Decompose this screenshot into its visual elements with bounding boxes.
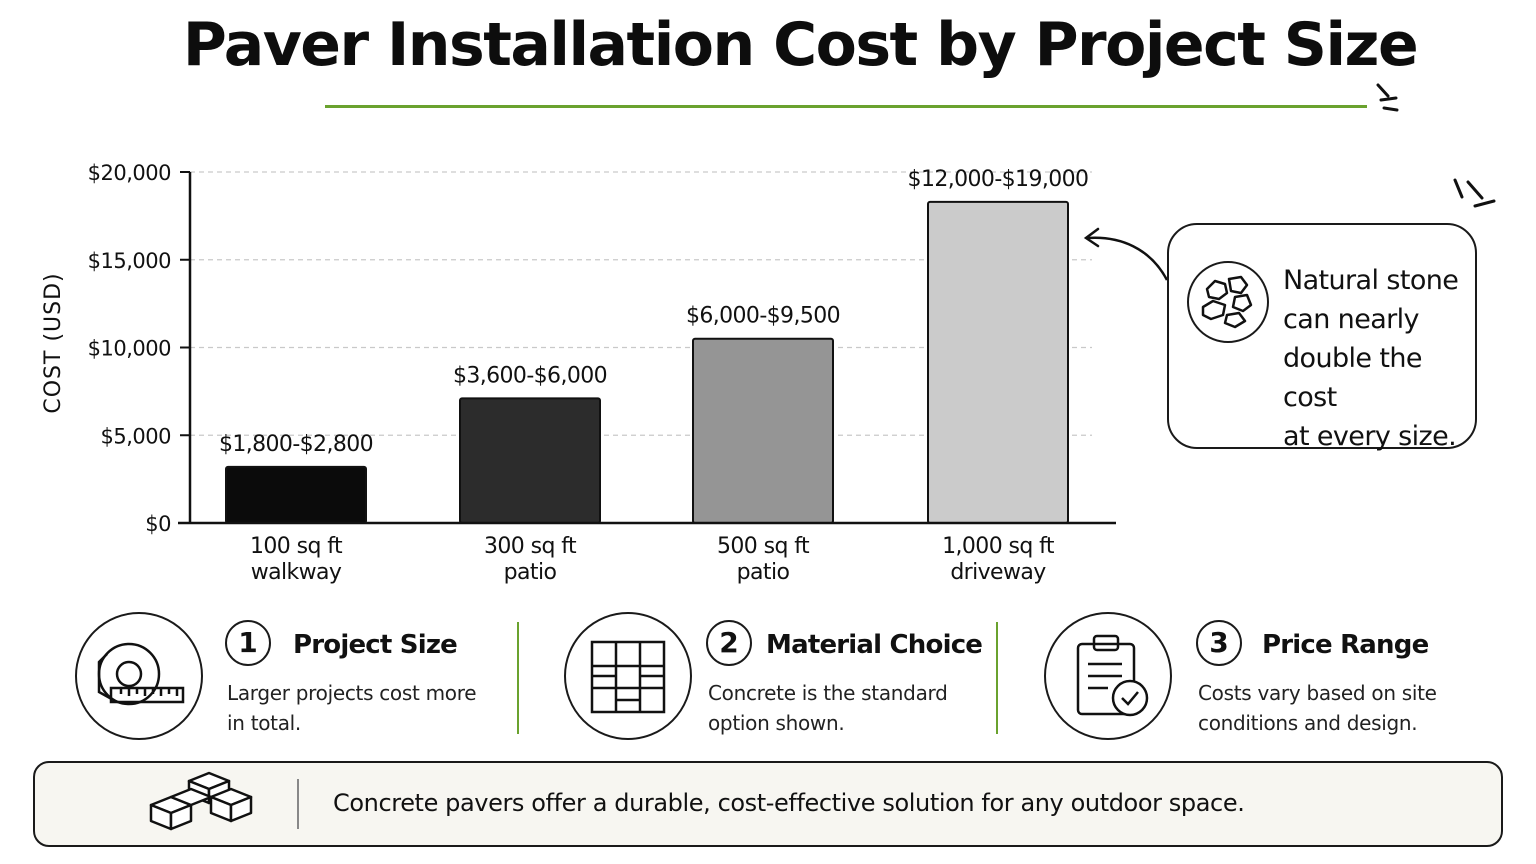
paver-grid-icon: [564, 612, 692, 740]
bar: [692, 337, 834, 524]
bar-value-label: $12,000-$19,000: [908, 167, 1089, 192]
y-axis-label: COST (USD): [41, 272, 66, 413]
y-tick-label: $0: [145, 512, 171, 536]
bar-value-label: $3,600-$6,000: [453, 363, 607, 388]
x-tick-label: 100 sq ft: [250, 534, 343, 559]
chart-bars: [225, 200, 1069, 525]
feature-title: Material Choice: [766, 630, 983, 660]
feature-divider: [996, 622, 998, 734]
x-tick-label: patio: [504, 560, 557, 585]
feature-number: 2: [706, 620, 752, 666]
bar-value-label: $6,000-$9,500: [686, 304, 840, 329]
bar: [927, 200, 1069, 525]
footer-divider: [297, 779, 299, 829]
x-tick-label: patio: [737, 560, 790, 585]
feature-divider: [517, 622, 519, 734]
tape-measure-icon: [75, 612, 203, 740]
callout-arrowhead: [1083, 227, 1100, 248]
y-tick-label: $20,000: [88, 161, 171, 185]
feature-title: Price Range: [1262, 630, 1429, 660]
y-tick-label: $5,000: [101, 424, 171, 448]
x-tick-label: walkway: [251, 560, 342, 585]
bar: [459, 397, 601, 524]
footer-banner: Concrete pavers offer a durable, cost-ef…: [33, 761, 1503, 847]
y-axis-ticks: $0 $5,000 $10,000 $15,000 $20,000: [88, 161, 190, 536]
callout-text: Natural stone can nearly double the cost…: [1283, 265, 1459, 452]
clipboard-check-icon: [1044, 612, 1172, 740]
y-tick-label: $15,000: [88, 249, 171, 273]
title-underline: [325, 105, 1367, 108]
feature-number: 3: [1196, 620, 1242, 666]
bar-value-labels: $1,800-$2,800 $3,600-$6,000 $6,000-$9,500 $…: [219, 167, 1089, 457]
feature-description: Concrete is the standard option shown.: [708, 681, 948, 735]
callout-arrow: [1087, 236, 1169, 281]
feature-title: Project Size: [293, 630, 458, 660]
y-tick-label: $10,000: [88, 337, 171, 361]
natural-stone-callout: Natural stone can nearly double the cost…: [1167, 223, 1477, 452]
x-tick-label: 300 sq ft: [484, 534, 577, 559]
stones-icon: [1187, 261, 1269, 343]
feature-description: Larger projects cost more in total.: [227, 681, 477, 735]
page-title: Paver Installation Cost by Project Size: [182, 10, 1419, 80]
x-tick-label: 500 sq ft: [717, 534, 810, 559]
x-tick-label: 1,000 sq ft: [942, 534, 1055, 559]
x-tick-label: driveway: [950, 560, 1046, 585]
paver-blocks-icon: [143, 767, 263, 843]
bar-value-label: $1,800-$2,800: [219, 432, 373, 457]
bar: [225, 465, 367, 524]
feature-number: 1: [225, 620, 271, 666]
footer-text: Concrete pavers offer a durable, cost-ef…: [333, 789, 1245, 817]
feature-description: Costs vary based on site conditions and …: [1198, 681, 1437, 735]
